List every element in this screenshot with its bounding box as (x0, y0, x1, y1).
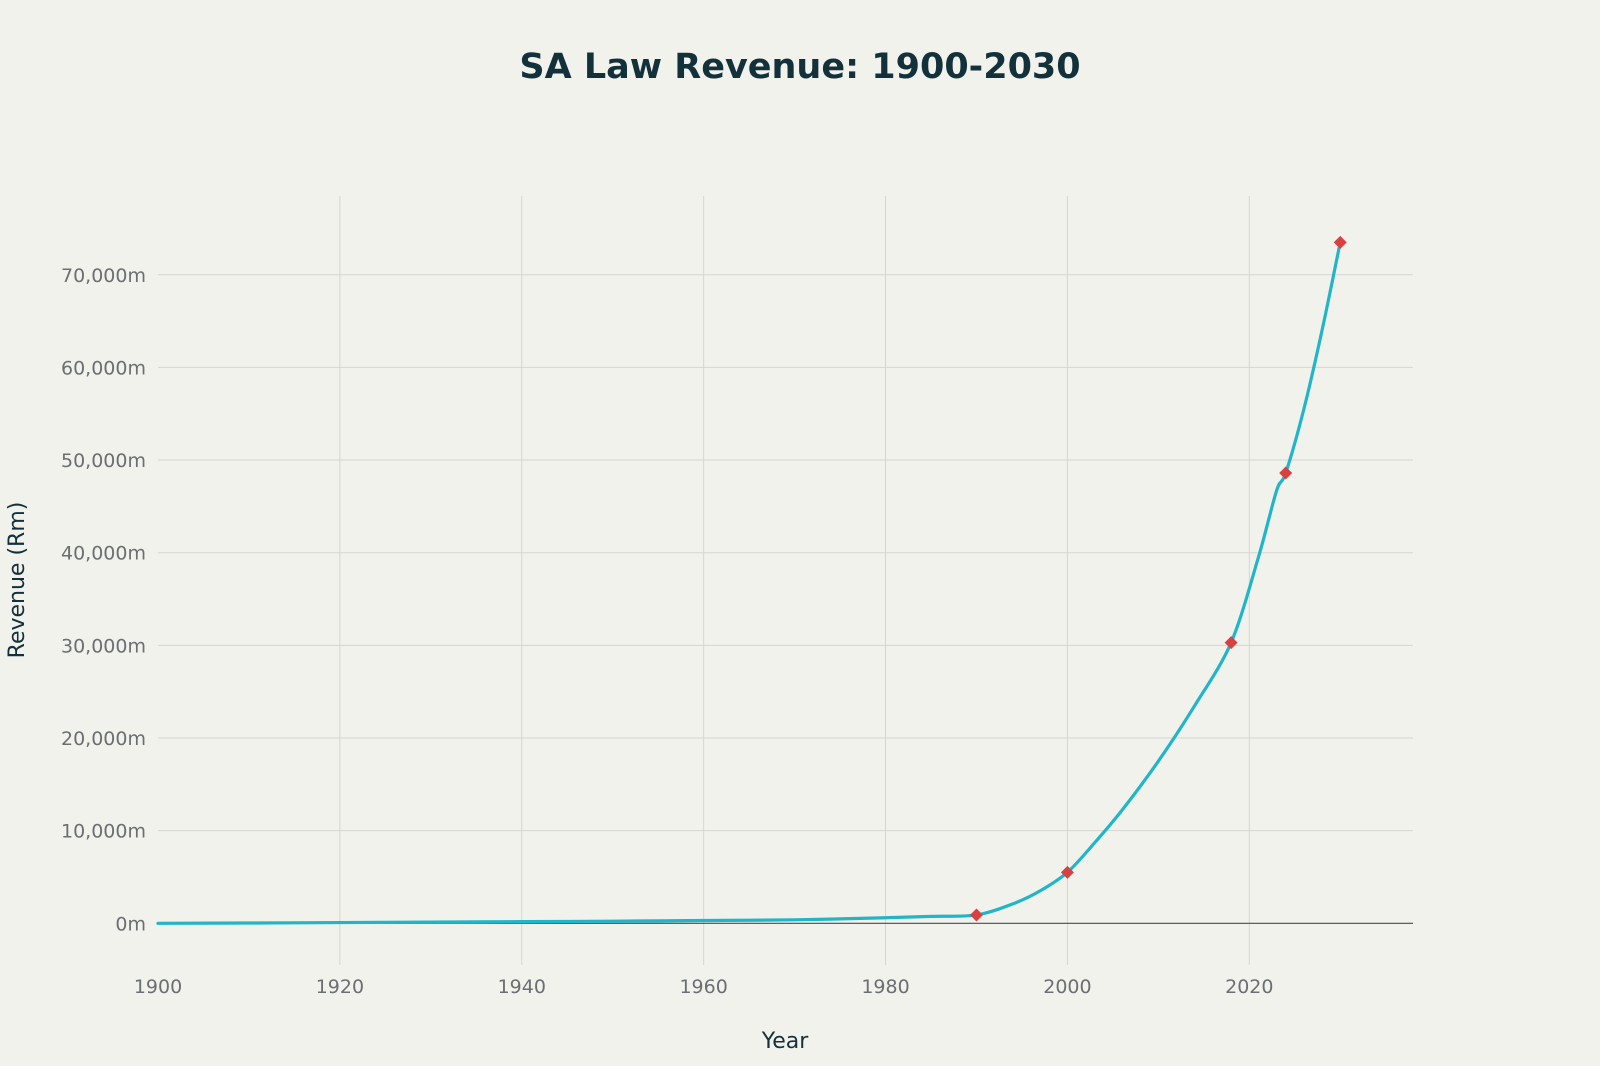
data-point-marker[interactable] (969, 908, 983, 922)
data-point-marker[interactable] (1279, 466, 1293, 480)
data-point-marker[interactable] (1224, 636, 1238, 650)
x-tick-label: 1980 (861, 976, 909, 998)
y-tick-label: 60,000m (61, 357, 146, 379)
data-point-marker[interactable] (1333, 235, 1347, 249)
axis-ticks: 1900 1920 1940 1960 1980 2000 2020 0m 10,000m 20,… (61, 265, 1273, 998)
y-tick-label: 10,000m (61, 821, 146, 843)
x-axis-title: Year (761, 1029, 810, 1054)
plot-series (156, 240, 1342, 925)
y-tick-label: 20,000m (61, 728, 146, 750)
x-tick-label: 1940 (498, 976, 546, 998)
y-tick-label: 40,000m (61, 543, 146, 565)
data-point-marker[interactable] (1060, 865, 1074, 879)
x-tick-label: 1960 (679, 976, 727, 998)
y-tick-label: 50,000m (61, 450, 146, 472)
x-tick-label: 2000 (1043, 976, 1091, 998)
grid (158, 196, 1413, 965)
x-tick-label: 1900 (134, 976, 182, 998)
y-tick-label: 0m (115, 913, 146, 935)
chart-title: SA Law Revenue: 1900-2030 (519, 47, 1080, 87)
revenue-line (156, 240, 1342, 925)
plot-markers (969, 235, 1347, 922)
x-tick-label: 1920 (316, 976, 364, 998)
x-tick-label: 2020 (1225, 976, 1273, 998)
y-axis-title: Revenue (Rm) (5, 502, 30, 659)
y-tick-label: 70,000m (61, 265, 146, 287)
y-tick-label: 30,000m (61, 635, 146, 657)
